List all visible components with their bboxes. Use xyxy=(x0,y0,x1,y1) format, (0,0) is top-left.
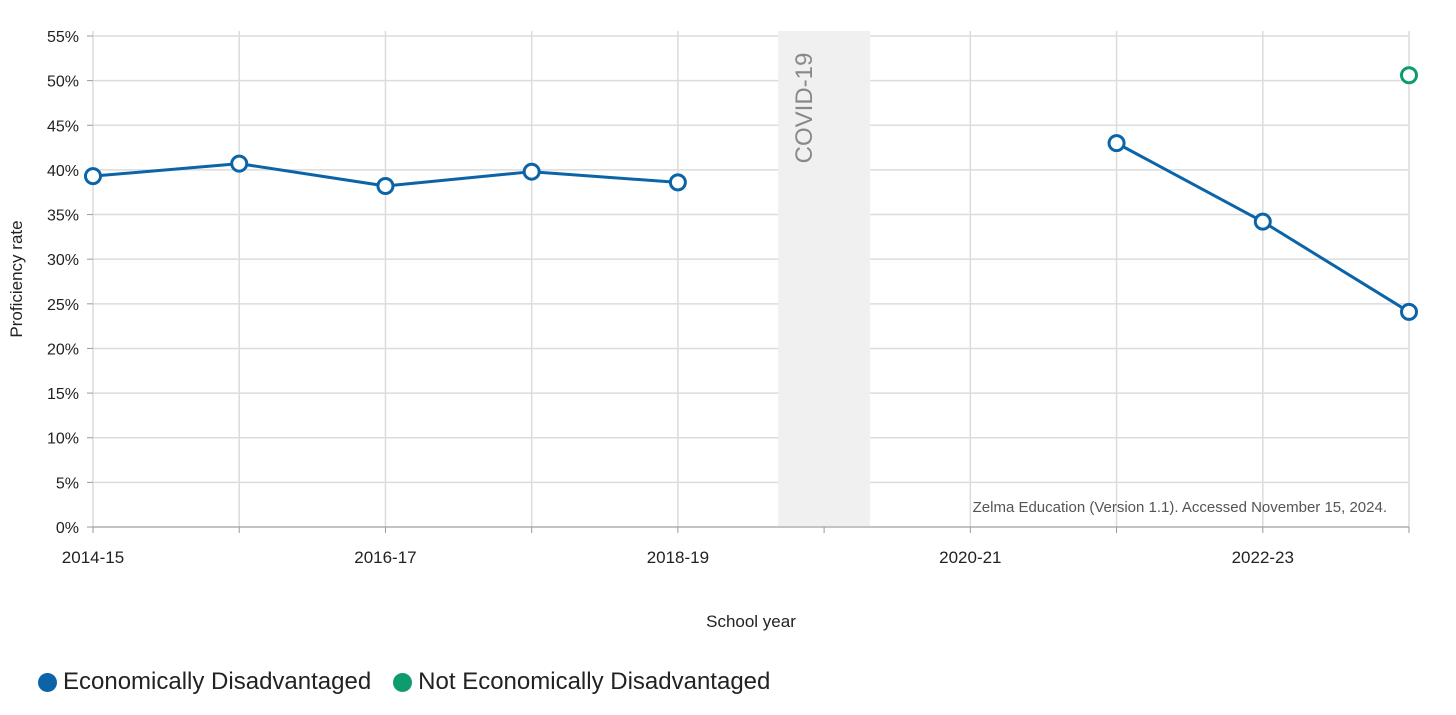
y-tick-label: 10% xyxy=(47,431,79,448)
data-point[interactable] xyxy=(230,154,249,173)
line-chart: COVID-19 0% 5% 10% 15% 20% 25% 30% 35% 40% 45% 50%… xyxy=(7,29,1418,631)
legend-label: Economically Disadvantaged xyxy=(63,668,372,695)
data-point[interactable] xyxy=(1107,134,1126,153)
y-axis-title: Proficiency rate xyxy=(7,220,26,337)
x-tick-label: 2016-17 xyxy=(354,548,416,567)
series-layer xyxy=(84,66,1418,321)
y-tick-label: 20% xyxy=(47,341,79,358)
x-tick-label: 2014-15 xyxy=(62,548,124,567)
legend: Economically Disadvantaged Not Economica… xyxy=(38,668,792,696)
y-tick-label: 55% xyxy=(47,29,79,46)
data-point[interactable] xyxy=(1253,212,1272,231)
legend-item-economically-disadvantaged[interactable]: Economically Disadvantaged xyxy=(38,668,371,696)
data-point[interactable] xyxy=(668,173,687,192)
y-tick-label: 35% xyxy=(47,208,79,225)
series-1 xyxy=(1400,66,1418,85)
y-tick-label: 15% xyxy=(47,386,79,403)
grid xyxy=(92,31,1410,528)
y-tick-label: 25% xyxy=(47,297,79,314)
data-point[interactable] xyxy=(1400,302,1418,321)
legend-swatch-not-economically-disadvantaged xyxy=(393,672,413,692)
data-point[interactable] xyxy=(376,176,395,195)
axes: 0% 5% 10% 15% 20% 25% 30% 35% 40% 45% 50% 55% 2014-1… xyxy=(47,29,1410,567)
x-tick-label: 2022-23 xyxy=(1232,548,1294,567)
legend-item-not-economically-disadvantaged[interactable]: Not Economically Disadvantaged xyxy=(393,668,770,696)
y-tick-label: 50% xyxy=(47,74,79,91)
x-tick-label: 2020-21 xyxy=(939,548,1001,567)
y-tick-label: 40% xyxy=(47,163,79,180)
series-0 xyxy=(84,134,1418,321)
data-point[interactable] xyxy=(1400,66,1418,85)
source-note: Zelma Education (Version 1.1). Accessed … xyxy=(973,499,1387,516)
covid-shaded-band: COVID-19 xyxy=(778,31,871,527)
covid-band xyxy=(778,31,871,527)
y-tick-label: 0% xyxy=(56,520,79,537)
data-point[interactable] xyxy=(84,167,102,186)
covid-label: COVID-19 xyxy=(791,53,818,164)
y-tick-label: 30% xyxy=(47,252,79,269)
legend-label: Not Economically Disadvantaged xyxy=(418,668,771,695)
y-tick-label: 5% xyxy=(56,475,79,492)
x-axis-title: School year xyxy=(706,612,796,631)
data-point[interactable] xyxy=(522,162,541,181)
y-tick-label: 45% xyxy=(47,118,79,135)
x-tick-label: 2018-19 xyxy=(647,548,709,567)
legend-swatch-economically-disadvantaged xyxy=(38,672,57,692)
